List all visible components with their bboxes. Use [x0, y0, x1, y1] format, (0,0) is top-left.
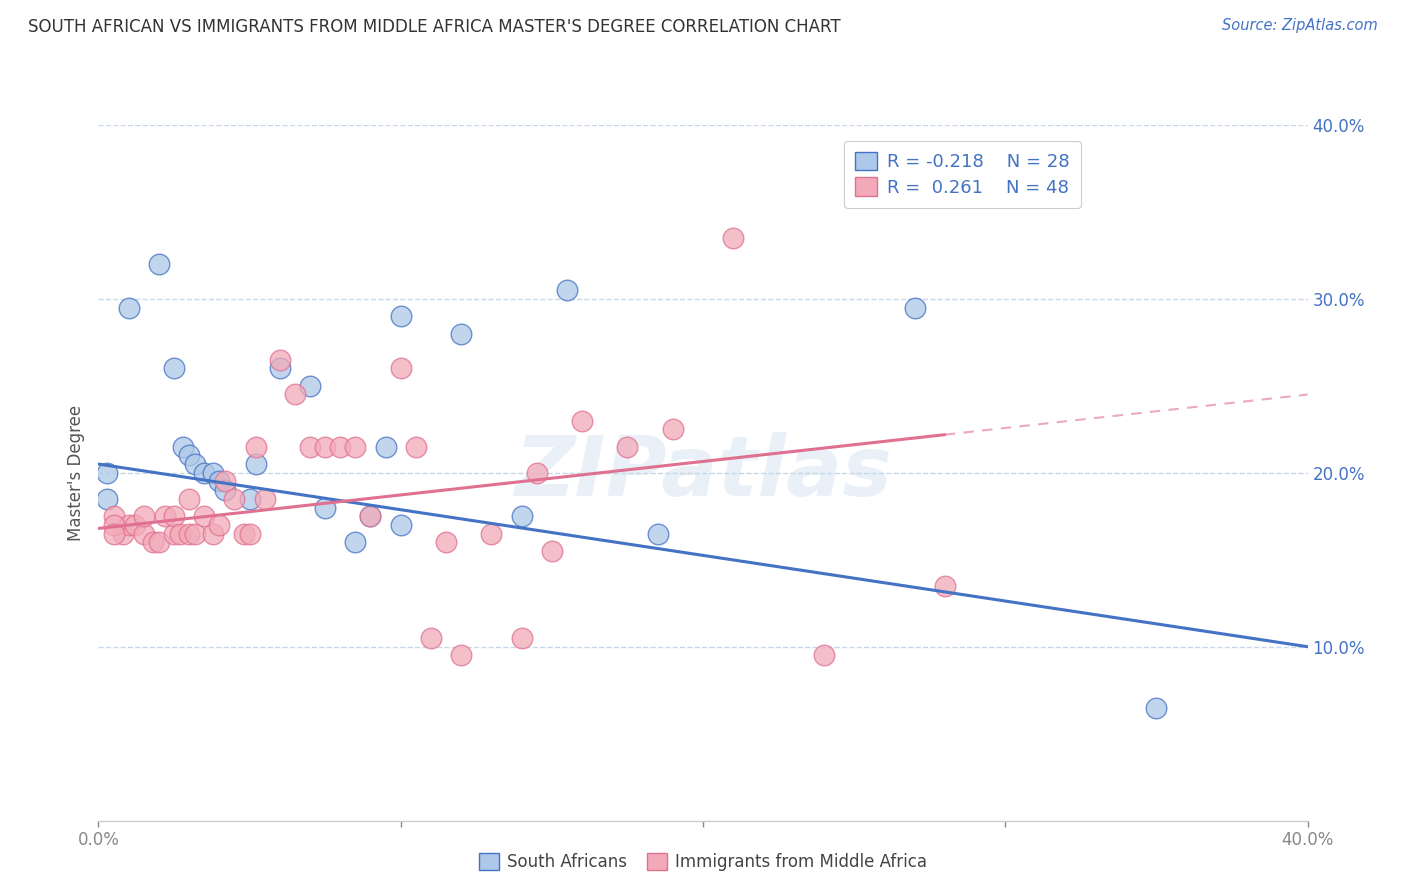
- Point: [202, 526, 225, 541]
- Point: [193, 509, 215, 524]
- Point: [344, 440, 367, 454]
- Point: [245, 457, 267, 471]
- Point: [163, 361, 186, 376]
- Point: [420, 631, 443, 645]
- Point: [662, 422, 685, 436]
- Point: [269, 361, 291, 376]
- Point: [269, 352, 291, 367]
- Point: [253, 491, 276, 506]
- Point: [374, 440, 396, 454]
- Point: [526, 466, 548, 480]
- Point: [111, 526, 134, 541]
- Point: [184, 457, 207, 471]
- Point: [169, 526, 191, 541]
- Point: [172, 440, 194, 454]
- Point: [1144, 700, 1167, 714]
- Y-axis label: Master's Degree: Master's Degree: [67, 405, 86, 541]
- Point: [193, 466, 215, 480]
- Point: [163, 526, 186, 541]
- Point: [214, 475, 236, 489]
- Point: [647, 526, 669, 541]
- Point: [344, 535, 367, 549]
- Point: [299, 440, 322, 454]
- Point: [904, 301, 927, 315]
- Point: [179, 526, 201, 541]
- Text: ZIPatlas: ZIPatlas: [515, 433, 891, 513]
- Point: [148, 257, 170, 271]
- Point: [239, 491, 262, 506]
- Point: [103, 517, 125, 532]
- Point: [163, 509, 186, 524]
- Point: [571, 414, 593, 428]
- Point: [103, 526, 125, 541]
- Point: [450, 326, 472, 341]
- Point: [208, 517, 231, 532]
- Point: [96, 466, 118, 480]
- Point: [314, 440, 336, 454]
- Point: [148, 535, 170, 549]
- Point: [232, 526, 254, 541]
- Point: [103, 509, 125, 524]
- Point: [208, 475, 231, 489]
- Point: [239, 526, 262, 541]
- Legend: R = -0.218    N = 28, R =  0.261    N = 48: R = -0.218 N = 28, R = 0.261 N = 48: [844, 141, 1081, 208]
- Point: [153, 509, 176, 524]
- Point: [510, 631, 533, 645]
- Point: [329, 440, 352, 454]
- Point: [202, 466, 225, 480]
- Point: [813, 648, 835, 663]
- Point: [124, 517, 146, 532]
- Point: [118, 517, 141, 532]
- Point: [314, 500, 336, 515]
- Point: [389, 517, 412, 532]
- Point: [510, 509, 533, 524]
- Point: [96, 491, 118, 506]
- Point: [132, 526, 155, 541]
- Text: Source: ZipAtlas.com: Source: ZipAtlas.com: [1222, 18, 1378, 33]
- Point: [540, 544, 562, 558]
- Point: [389, 361, 412, 376]
- Point: [214, 483, 236, 497]
- Point: [555, 283, 578, 297]
- Point: [284, 387, 307, 401]
- Point: [179, 491, 201, 506]
- Point: [179, 448, 201, 462]
- Point: [616, 440, 638, 454]
- Point: [434, 535, 457, 549]
- Point: [723, 231, 745, 245]
- Point: [450, 648, 472, 663]
- Point: [481, 526, 503, 541]
- Point: [245, 440, 267, 454]
- Point: [405, 440, 427, 454]
- Point: [389, 310, 412, 324]
- Point: [142, 535, 165, 549]
- Point: [934, 579, 956, 593]
- Point: [118, 301, 141, 315]
- Point: [360, 509, 382, 524]
- Legend: South Africans, Immigrants from Middle Africa: South Africans, Immigrants from Middle A…: [471, 845, 935, 880]
- Point: [360, 509, 382, 524]
- Text: SOUTH AFRICAN VS IMMIGRANTS FROM MIDDLE AFRICA MASTER'S DEGREE CORRELATION CHART: SOUTH AFRICAN VS IMMIGRANTS FROM MIDDLE …: [28, 18, 841, 36]
- Point: [224, 491, 246, 506]
- Point: [132, 509, 155, 524]
- Point: [184, 526, 207, 541]
- Point: [299, 378, 322, 392]
